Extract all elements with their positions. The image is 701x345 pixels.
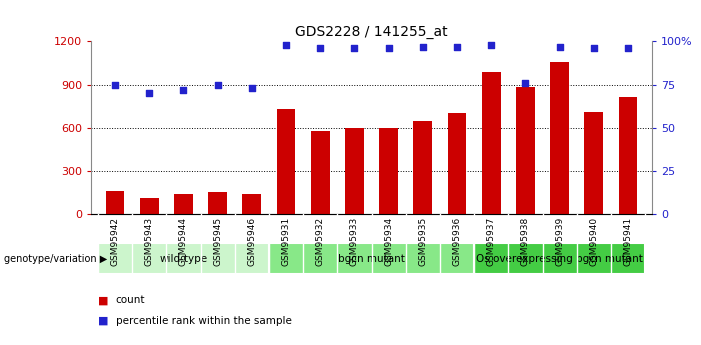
Text: ■: ■ [98, 295, 109, 305]
Point [315, 46, 326, 51]
Point [212, 82, 223, 87]
Bar [277, 109, 295, 214]
Text: GSM95941: GSM95941 [623, 217, 632, 266]
Point [383, 46, 394, 51]
Text: GSM95946: GSM95946 [247, 217, 257, 266]
Text: Os overexpressing bgcn mutant: Os overexpressing bgcn mutant [476, 254, 643, 264]
FancyBboxPatch shape [269, 243, 474, 274]
Point [622, 46, 634, 51]
Text: percentile rank within the sample: percentile rank within the sample [116, 316, 292, 326]
Point [417, 44, 428, 49]
Point [451, 44, 463, 49]
Point [486, 42, 497, 48]
Point [588, 46, 599, 51]
Bar [585, 112, 603, 214]
Bar [243, 194, 261, 214]
Bar [618, 97, 637, 214]
FancyBboxPatch shape [474, 243, 645, 274]
Text: ■: ■ [98, 316, 109, 326]
Point [280, 42, 292, 48]
Title: GDS2228 / 141255_at: GDS2228 / 141255_at [295, 25, 448, 39]
Text: GSM95932: GSM95932 [315, 217, 325, 266]
Text: GSM95931: GSM95931 [282, 217, 290, 266]
Bar [140, 198, 158, 214]
Point [178, 87, 189, 92]
Text: GSM95934: GSM95934 [384, 217, 393, 266]
Bar [482, 71, 501, 214]
Text: GSM95936: GSM95936 [453, 217, 461, 266]
Text: GSM95944: GSM95944 [179, 217, 188, 266]
Point [109, 82, 121, 87]
Bar [516, 87, 535, 214]
Text: bgcn mutant: bgcn mutant [338, 254, 405, 264]
Text: count: count [116, 295, 145, 305]
Bar [106, 191, 125, 214]
FancyBboxPatch shape [98, 243, 269, 274]
Bar [379, 128, 398, 214]
Text: GSM95939: GSM95939 [555, 217, 564, 266]
Text: wild-type: wild-type [159, 254, 207, 264]
Bar [448, 113, 466, 214]
Text: genotype/variation ▶: genotype/variation ▶ [4, 254, 107, 264]
Bar [414, 121, 433, 214]
Bar [550, 61, 569, 214]
Text: GSM95938: GSM95938 [521, 217, 530, 266]
Text: GSM95940: GSM95940 [590, 217, 598, 266]
Text: GSM95942: GSM95942 [111, 217, 120, 266]
Text: GSM95937: GSM95937 [486, 217, 496, 266]
Text: GSM95943: GSM95943 [145, 217, 154, 266]
Text: GSM95935: GSM95935 [418, 217, 428, 266]
Point [246, 85, 257, 91]
Bar [174, 195, 193, 214]
Bar [345, 128, 364, 214]
Point [520, 80, 531, 86]
Bar [208, 191, 227, 214]
Point [349, 46, 360, 51]
Bar [311, 130, 329, 214]
Text: GSM95945: GSM95945 [213, 217, 222, 266]
Point [554, 44, 565, 49]
Text: GSM95933: GSM95933 [350, 217, 359, 266]
Point [144, 90, 155, 96]
